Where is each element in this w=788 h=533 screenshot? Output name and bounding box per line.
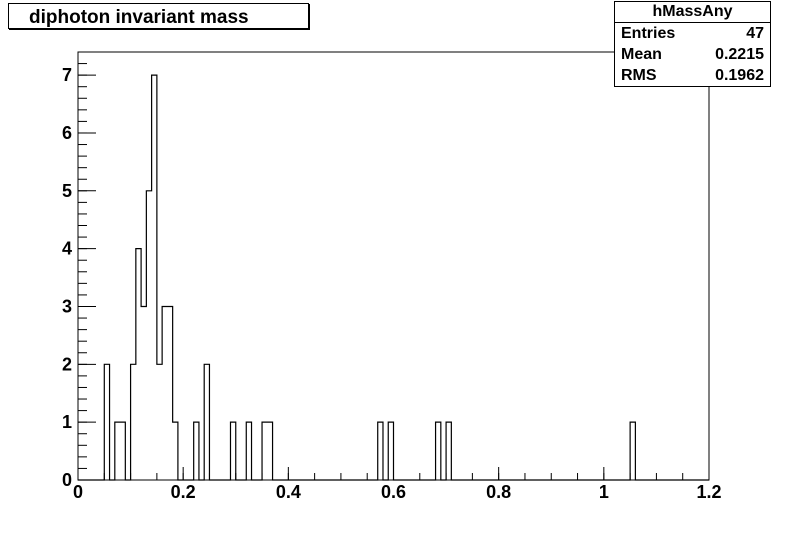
x-tick-label: 1.2 (696, 482, 721, 502)
x-tick-label: 0.6 (381, 482, 406, 502)
histogram-bin (230, 422, 235, 480)
y-tick-label: 4 (62, 239, 72, 259)
stats-name: hMassAny (615, 2, 770, 23)
x-tick-label: 0.2 (171, 482, 196, 502)
histogram-bin (136, 249, 141, 480)
histogram-bin (262, 422, 267, 480)
histogram-bin (630, 422, 635, 480)
histogram-bin (131, 364, 136, 480)
histogram-bin (146, 191, 151, 480)
histogram-bin (167, 306, 172, 480)
stats-label: Entries (621, 25, 676, 42)
stats-row-mean: Mean 0.2215 (615, 44, 770, 65)
chart-title: diphoton invariant mass (29, 7, 249, 28)
stats-value: 0.2215 (715, 46, 764, 63)
histogram-bin (162, 306, 167, 480)
stats-value: 47 (746, 25, 764, 42)
histogram-bin (446, 422, 451, 480)
histogram-bin (173, 422, 178, 480)
histogram-bin (104, 364, 109, 480)
histogram-bin (157, 364, 162, 480)
histogram-bin (267, 422, 272, 480)
histogram-bins (104, 75, 635, 480)
stats-row-rms: RMS 0.1962 (615, 65, 770, 86)
y-tick-label: 5 (62, 181, 72, 201)
stats-row-entries: Entries 47 (615, 23, 770, 44)
x-tick-label: 1 (599, 482, 609, 502)
histogram-bin (204, 364, 209, 480)
histogram-bin (152, 75, 157, 480)
stats-label: RMS (621, 67, 657, 84)
x-tick-label: 0 (73, 482, 83, 502)
stats-label: Mean (621, 46, 662, 63)
y-tick-label: 0 (62, 470, 72, 490)
y-tick-label: 7 (62, 65, 72, 85)
y-tick-label: 2 (62, 354, 72, 374)
axis-tick-labels: 0 0.2 0.4 0.6 0.8 1 1.2 0 1 2 3 4 5 6 7 (62, 65, 722, 502)
histogram-bin (388, 422, 393, 480)
y-tick-label: 6 (62, 123, 72, 143)
stats-box: hMassAny Entries 47 Mean 0.2215 RMS 0.19… (614, 1, 771, 87)
histogram-bin (141, 306, 146, 480)
histogram-bin (246, 422, 251, 480)
title-box: diphoton invariant mass (8, 3, 309, 29)
x-tick-label: 0.8 (486, 482, 511, 502)
histogram-bin (378, 422, 383, 480)
y-tick-label: 1 (62, 412, 72, 432)
histogram-bin (120, 422, 125, 480)
histogram-bin (194, 422, 199, 480)
stats-value: 0.1962 (715, 67, 764, 84)
histogram-bin (115, 422, 120, 480)
x-tick-label: 0.4 (276, 482, 301, 502)
histogram-bin (436, 422, 441, 480)
histogram-line (78, 74, 709, 481)
y-tick-label: 3 (62, 296, 72, 316)
